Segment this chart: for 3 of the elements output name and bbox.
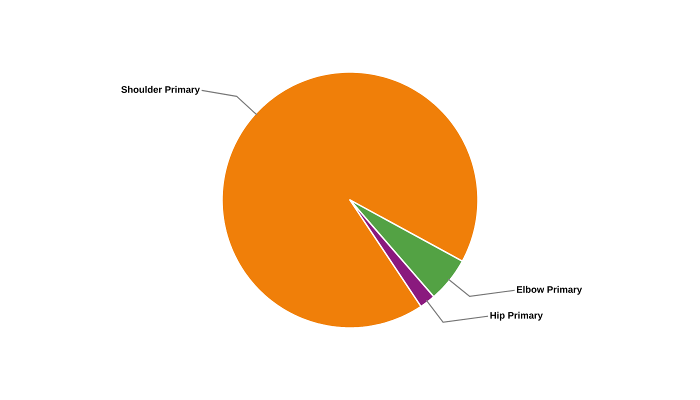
slice-label: Shoulder Primary — [121, 86, 200, 95]
slice-label: Elbow Primary — [516, 286, 582, 295]
slice-label: Hip Primary — [490, 312, 543, 321]
